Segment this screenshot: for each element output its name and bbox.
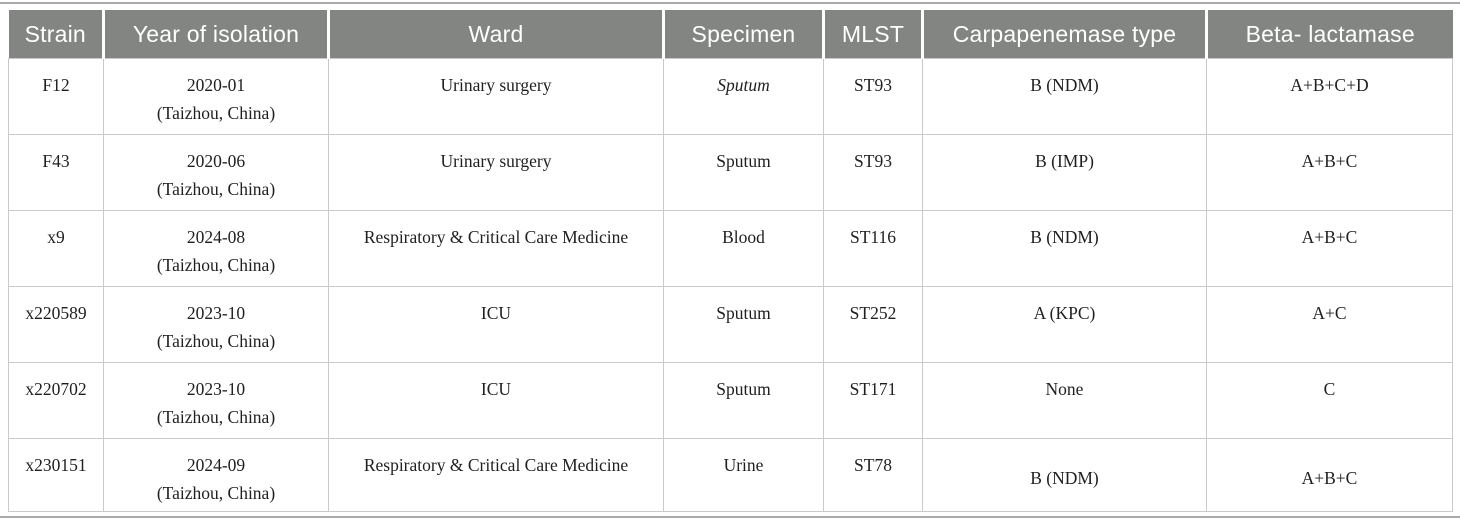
year-date: 2020-06 xyxy=(186,151,246,171)
cell-mlst: ST93 xyxy=(823,134,923,211)
table-body: F12 2020-01 (Taizhou, China) Urinary surger… xyxy=(8,58,1453,512)
table-row: x9 2024-08 (Taizhou, China) Respiratory & C… xyxy=(8,210,1453,287)
column-header-mlst: MLST xyxy=(822,10,923,59)
column-header-ward: Ward xyxy=(327,10,664,59)
strain-isolates-table: Strain Year of isolation Ward Specimen MLST C… xyxy=(8,10,1453,512)
cell-beta-lactamase: A+B+C+D xyxy=(1206,58,1453,135)
year-date: 2020-01 xyxy=(186,75,246,95)
year-location: (Taizhou, China) xyxy=(156,179,276,199)
cell-ward: ICU xyxy=(328,362,664,439)
cell-beta-lactamase: A+B+C xyxy=(1206,438,1453,512)
cell-beta-lactamase: C xyxy=(1206,362,1453,439)
column-header-beta-lactamase: Beta- lactamase xyxy=(1205,10,1453,59)
year-location: (Taizhou, China) xyxy=(156,483,276,503)
cell-year-of-isolation: 2023-10 (Taizhou, China) xyxy=(103,286,329,363)
column-header-year: Year of isolation xyxy=(102,10,329,59)
cell-year-of-isolation: 2024-09 (Taizhou, China) xyxy=(103,438,329,512)
table-header: Strain Year of isolation Ward Specimen MLST C… xyxy=(8,10,1453,59)
year-location: (Taizhou, China) xyxy=(156,255,276,275)
cell-strain: x9 xyxy=(8,210,104,287)
top-rule xyxy=(0,2,1460,4)
cell-mlst: ST252 xyxy=(823,286,923,363)
cell-beta-lactamase: A+B+C xyxy=(1206,210,1453,287)
cell-ward: ICU xyxy=(328,286,664,363)
cell-carbapenemase-type: B (NDM) xyxy=(922,210,1207,287)
cell-specimen: Sputum xyxy=(663,134,824,211)
cell-strain: x220702 xyxy=(8,362,104,439)
table-row: F12 2020-01 (Taizhou, China) Urinary surger… xyxy=(8,58,1453,135)
year-date: 2024-08 xyxy=(186,227,246,247)
table-header-row: Strain Year of isolation Ward Specimen MLST C… xyxy=(8,10,1453,59)
year-date: 2024-09 xyxy=(186,455,246,475)
cell-carbapenemase-type: B (NDM) xyxy=(922,438,1207,512)
table-row: x220702 2023-10 (Taizhou, China) ICU Sputum S… xyxy=(8,362,1453,439)
cell-ward: Urinary surgery xyxy=(328,134,664,211)
cell-specimen: Sputum xyxy=(663,286,824,363)
cell-beta-lactamase: A+B+C xyxy=(1206,134,1453,211)
cell-year-of-isolation: 2020-06 (Taizhou, China) xyxy=(103,134,329,211)
year-location: (Taizhou, China) xyxy=(156,331,276,351)
cell-mlst: ST93 xyxy=(823,58,923,135)
cell-specimen: Urine xyxy=(663,438,824,512)
column-header-strain: Strain xyxy=(8,10,104,59)
cell-strain: x230151 xyxy=(8,438,104,512)
table-row: F43 2020-06 (Taizhou, China) Urinary surger… xyxy=(8,134,1453,211)
cell-carbapenemase-type: B (IMP) xyxy=(922,134,1207,211)
cell-specimen: Blood xyxy=(663,210,824,287)
column-header-specimen: Specimen xyxy=(662,10,824,59)
year-location: (Taizhou, China) xyxy=(156,407,276,427)
cell-beta-lactamase: A+C xyxy=(1206,286,1453,363)
year-date: 2023-10 xyxy=(186,303,246,323)
cell-year-of-isolation: 2024-08 (Taizhou, China) xyxy=(103,210,329,287)
cell-strain: F12 xyxy=(8,58,104,135)
cell-carbapenemase-type: A (KPC) xyxy=(922,286,1207,363)
bottom-rule xyxy=(0,516,1460,518)
cell-year-of-isolation: 2020-01 (Taizhou, China) xyxy=(103,58,329,135)
cell-ward: Urinary surgery xyxy=(328,58,664,135)
cell-mlst: ST78 xyxy=(823,438,923,512)
cell-mlst: ST116 xyxy=(823,210,923,287)
cell-year-of-isolation: 2023-10 (Taizhou, China) xyxy=(103,362,329,439)
table-row: x230151 2024-09 (Taizhou, China) Respirator… xyxy=(8,438,1453,512)
cell-carbapenemase-type: None xyxy=(922,362,1207,439)
column-header-carbapenemase-type: Carpapenemase type xyxy=(921,10,1207,59)
cell-ward: Respiratory & Critical Care Medicine xyxy=(328,438,664,512)
cell-strain: F43 xyxy=(8,134,104,211)
cell-specimen: Sputum xyxy=(663,58,824,135)
cell-strain: x220589 xyxy=(8,286,104,363)
cell-ward: Respiratory & Critical Care Medicine xyxy=(328,210,664,287)
cell-specimen: Sputum xyxy=(663,362,824,439)
year-date: 2023-10 xyxy=(186,379,246,399)
cell-mlst: ST171 xyxy=(823,362,923,439)
cell-carbapenemase-type: B (NDM) xyxy=(922,58,1207,135)
year-location: (Taizhou, China) xyxy=(156,103,276,123)
table-row: x220589 2023-10 (Taizhou, China) ICU Sputum S… xyxy=(8,286,1453,363)
